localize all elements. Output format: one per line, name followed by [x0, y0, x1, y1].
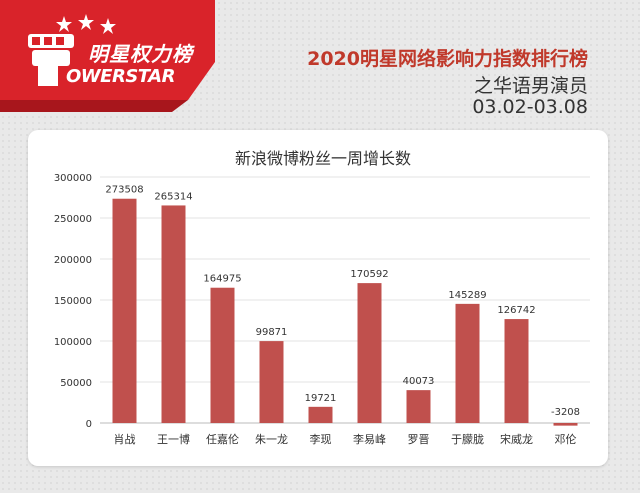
bar	[406, 390, 431, 423]
y-tick-label: 100000	[54, 337, 92, 348]
data-label: 40073	[403, 376, 435, 387]
bars	[112, 198, 578, 426]
x-tick-label: 李易峰	[353, 432, 386, 446]
y-axis: 0 50000 100000 150000 200000 250000 300000	[54, 173, 92, 430]
bar	[210, 287, 235, 423]
y-tick-label: 200000	[54, 255, 92, 266]
data-label: 99871	[256, 327, 288, 338]
date-range: 03.02-03.08	[472, 96, 588, 118]
x-tick-label: 邓伦	[555, 432, 577, 446]
data-label: 164975	[203, 274, 241, 285]
x-tick-label: 王一博	[157, 433, 190, 446]
fist-icon	[28, 34, 74, 86]
bar	[553, 423, 578, 426]
data-label: 170592	[350, 269, 388, 280]
logo-chinese-text: 明星权力榜	[88, 42, 193, 66]
powerstar-logo: 明星权力榜 OWERSTAR	[0, 0, 215, 112]
y-tick-label: 300000	[54, 173, 92, 184]
y-tick-label: 250000	[54, 214, 92, 225]
x-tick-label: 朱一龙	[255, 433, 288, 446]
bar	[112, 198, 137, 423]
data-label: 145289	[448, 290, 486, 301]
page-title: 2020明星网络影响力指数排行榜	[307, 48, 588, 70]
x-tick-label: 宋威龙	[500, 432, 533, 446]
stars-icon	[56, 14, 116, 34]
data-labels: 273508 265314 164975 99871 19721 170592 40073 1…	[105, 185, 580, 418]
page-subtitle: 之华语男演员	[473, 75, 588, 97]
y-tick-label: 150000	[54, 296, 92, 307]
bar	[357, 283, 382, 423]
x-tick-label: 任嘉伦	[206, 432, 239, 446]
data-label: -3208	[551, 407, 580, 418]
x-tick-label: 于朦胧	[451, 432, 484, 446]
data-label: 126742	[497, 305, 535, 316]
x-axis: 肖战 王一博 任嘉伦 朱一龙 李现 李易峰 罗晋 于朦胧 宋威龙 邓伦	[114, 432, 577, 446]
y-tick-label: 50000	[60, 378, 92, 389]
bar	[504, 319, 529, 423]
x-tick-label: 罗晋	[408, 433, 430, 446]
data-label: 265314	[154, 191, 192, 202]
x-tick-label: 李现	[310, 432, 332, 446]
bar	[455, 303, 480, 423]
data-label: 19721	[305, 393, 337, 404]
logo-english-text: OWERSTAR	[66, 66, 175, 87]
chart-title: 新浪微博粉丝一周增长数	[235, 149, 411, 168]
bar	[259, 341, 284, 423]
x-tick-label: 肖战	[114, 432, 136, 446]
bar	[161, 205, 186, 423]
data-label: 273508	[105, 185, 143, 196]
bar-chart: 新浪微博粉丝一周增长数 0 50000 100000 150000 200000 2500…	[54, 149, 590, 446]
bar	[308, 406, 333, 423]
y-tick-label: 0	[86, 419, 92, 430]
